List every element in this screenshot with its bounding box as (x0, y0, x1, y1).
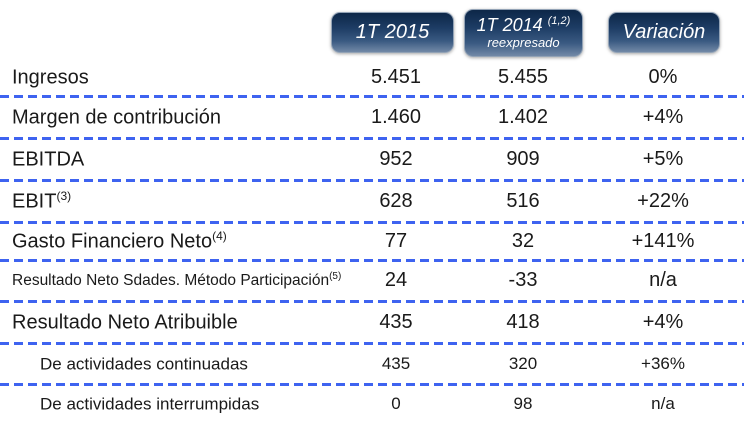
column-header-label: Variación (622, 21, 706, 43)
column-header-sublabel: reexpresado (487, 35, 560, 51)
value-1t2015: 5.451 (370, 65, 422, 88)
value-variacion: 0% (648, 65, 678, 88)
value-variacion: +4% (642, 310, 684, 333)
row-label: Gasto Financiero Neto(4) (12, 228, 227, 253)
table-row-resultado-neto-sdades: Resultado Neto Sdades. Método Participac… (0, 260, 746, 303)
value-1t2015: 435 (381, 353, 411, 373)
value-1t2015: 1.460 (370, 105, 422, 128)
value-variacion: +5% (642, 147, 684, 170)
value-variacion: n/a (651, 393, 675, 413)
table-row-actividades-continuadas: De actividades continuadas 435 320 +36% (0, 343, 746, 386)
value-1t2014: 5.455 (497, 65, 549, 88)
value-1t2014: 1.402 (497, 105, 549, 128)
table-row-ebit: EBIT(3) 628 516 +22% (0, 180, 746, 224)
table-row-gasto-financiero-neto: Gasto Financiero Neto(4) 77 32 +141% (0, 222, 746, 262)
table-row-actividades-interrumpidas: De actividades interrumpidas 0 98 n/a (0, 384, 746, 423)
table-row-ingresos: Ingresos 5.451 5.455 0% (0, 58, 746, 98)
value-1t2014: 320 (508, 353, 538, 373)
table-header-row: 1T 2015 1T 2014 (1,2) reexpresado Variac… (0, 0, 746, 58)
row-label: EBITDA (12, 148, 85, 171)
footnote-marker: (5) (329, 270, 342, 282)
row-label: Resultado Neto Atribuible (12, 311, 238, 334)
table-row-resultado-neto-atribuible: Resultado Neto Atribuible 435 418 +4% (0, 301, 746, 345)
footnote-marker: (4) (212, 228, 227, 243)
value-1t2014: -33 (508, 269, 538, 291)
value-1t2015: 77 (384, 229, 408, 252)
value-1t2015: 0 (391, 393, 401, 413)
value-1t2015: 24 (384, 269, 408, 291)
column-header-1t2014-reexpresado: 1T 2014 (1,2) reexpresado (464, 9, 583, 57)
value-1t2015: 628 (379, 189, 413, 212)
value-1t2014: 516 (506, 189, 540, 212)
footnote-marker: (1,2) (547, 15, 571, 28)
value-variacion: +22% (637, 189, 689, 212)
row-label: Ingresos (12, 66, 89, 89)
value-variacion: n/a (649, 269, 677, 291)
row-label: Margen de contribución (12, 106, 222, 129)
column-header-variacion: Variación (608, 12, 720, 53)
value-1t2014: 32 (511, 229, 535, 252)
row-label: Resultado Neto Sdades. Método Participac… (12, 270, 342, 290)
column-header-label: 1T 2014 (1,2) (476, 15, 571, 36)
value-variacion: +36% (641, 353, 685, 373)
value-1t2015: 435 (379, 310, 413, 333)
value-1t2014: 909 (506, 147, 540, 170)
value-variacion: +141% (631, 229, 695, 252)
value-1t2014: 98 (513, 393, 533, 413)
column-header-label: 1T 2015 (355, 21, 430, 43)
value-1t2015: 952 (379, 147, 413, 170)
footnote-marker: (3) (56, 188, 72, 203)
value-1t2014: 418 (506, 310, 540, 333)
column-header-1t2015: 1T 2015 (331, 12, 454, 53)
row-label: EBIT(3) (12, 188, 72, 213)
row-label: De actividades interrumpidas (40, 394, 260, 414)
value-variacion: +4% (642, 105, 684, 128)
table-row-ebitda: EBITDA 952 909 +5% (0, 138, 746, 182)
row-label: De actividades continuadas (40, 354, 248, 374)
table-row-margen-contribucion: Margen de contribución 1.460 1.402 +4% (0, 96, 746, 140)
